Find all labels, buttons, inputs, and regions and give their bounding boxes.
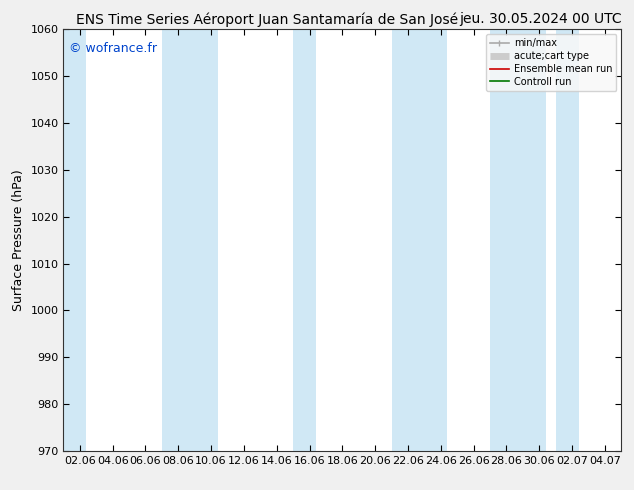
Bar (490, 29, 546, 451)
Bar (392, 29, 448, 451)
Text: jeu. 30.05.2024 00 UTC: jeu. 30.05.2024 00 UTC (458, 12, 621, 26)
Text: © wofrance.fr: © wofrance.fr (69, 42, 157, 55)
Bar (162, 29, 217, 451)
Bar (555, 29, 579, 451)
Legend: min/max, acute;cart type, Ensemble mean run, Controll run: min/max, acute;cart type, Ensemble mean … (486, 34, 616, 91)
Bar (63, 29, 86, 451)
Bar (293, 29, 316, 451)
Text: ENS Time Series Aéroport Juan Santamaría de San José: ENS Time Series Aéroport Juan Santamaría… (76, 12, 458, 27)
Y-axis label: Surface Pressure (hPa): Surface Pressure (hPa) (12, 169, 25, 311)
